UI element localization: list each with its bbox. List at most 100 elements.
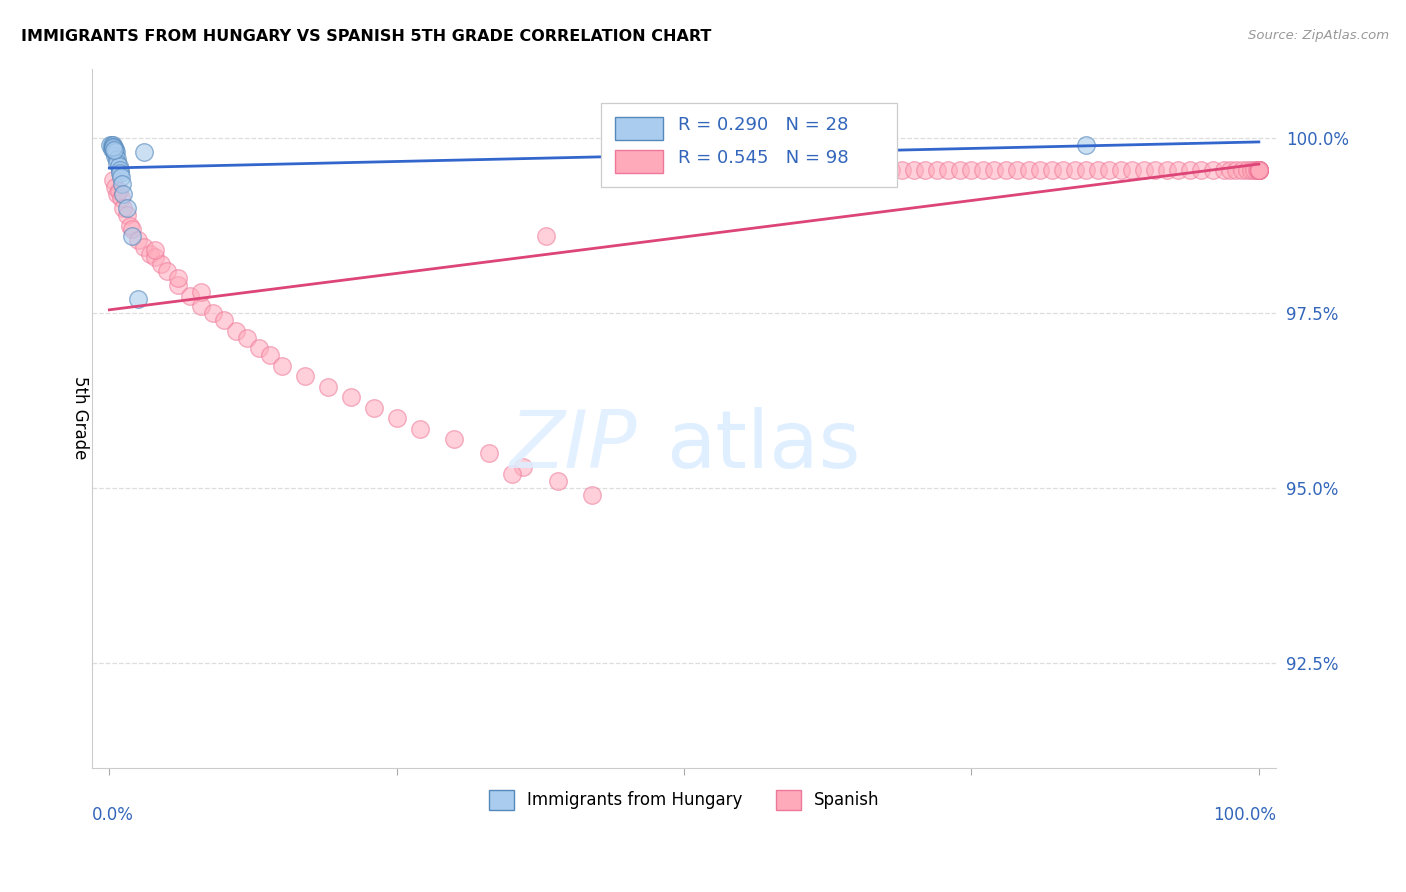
- Point: [107, 184, 129, 198]
- Point: [787, 162, 810, 177]
- Point: [107, 160, 129, 174]
- Point: [478, 446, 501, 460]
- Point: [110, 191, 132, 205]
- Point: [103, 144, 125, 158]
- Point: [127, 233, 149, 247]
- Y-axis label: 5th Grade: 5th Grade: [72, 376, 89, 459]
- Legend: Immigrants from Hungary, Spanish: Immigrants from Hungary, Spanish: [482, 783, 886, 817]
- Point: [104, 142, 127, 156]
- Text: ZIP: ZIP: [509, 407, 637, 485]
- Point: [1076, 162, 1098, 177]
- Point: [834, 162, 856, 177]
- Point: [121, 222, 143, 236]
- Point: [103, 143, 125, 157]
- Point: [1225, 162, 1247, 177]
- Point: [190, 299, 212, 313]
- Point: [104, 180, 127, 194]
- Point: [108, 162, 131, 177]
- Point: [101, 140, 124, 154]
- Bar: [602, 103, 897, 187]
- Point: [121, 229, 143, 244]
- Point: [1247, 162, 1270, 177]
- Point: [1236, 162, 1258, 177]
- Text: 100.0%: 100.0%: [1213, 806, 1277, 824]
- Point: [1156, 162, 1178, 177]
- Point: [236, 331, 259, 345]
- Point: [1202, 162, 1225, 177]
- Point: [1087, 162, 1109, 177]
- Point: [1167, 162, 1189, 177]
- Point: [1052, 162, 1074, 177]
- Point: [167, 278, 190, 293]
- Point: [685, 162, 707, 177]
- Point: [132, 145, 155, 160]
- Point: [914, 162, 936, 177]
- Point: [1219, 162, 1241, 177]
- Point: [1247, 162, 1270, 177]
- Point: [1247, 162, 1270, 177]
- Point: [443, 432, 465, 446]
- Point: [179, 289, 201, 303]
- Point: [787, 138, 810, 153]
- Point: [101, 173, 124, 187]
- Point: [143, 244, 166, 258]
- Point: [994, 162, 1017, 177]
- Point: [1189, 162, 1212, 177]
- Point: [845, 162, 868, 177]
- Point: [225, 324, 247, 338]
- Point: [201, 306, 224, 320]
- Point: [118, 219, 141, 233]
- Point: [925, 162, 948, 177]
- Point: [294, 369, 316, 384]
- Point: [339, 390, 361, 404]
- Point: [1240, 162, 1263, 177]
- Point: [581, 488, 603, 502]
- Point: [1247, 162, 1270, 177]
- Point: [730, 162, 752, 177]
- Point: [138, 247, 160, 261]
- Point: [100, 142, 122, 156]
- Point: [103, 142, 125, 156]
- Point: [1213, 162, 1236, 177]
- Point: [938, 162, 960, 177]
- Point: [1098, 162, 1121, 177]
- Point: [214, 313, 236, 327]
- Point: [1109, 162, 1132, 177]
- Point: [111, 177, 134, 191]
- Point: [104, 145, 127, 160]
- Point: [983, 162, 1005, 177]
- Point: [880, 162, 903, 177]
- Point: [501, 467, 523, 481]
- Text: R = 0.290   N = 28: R = 0.290 N = 28: [678, 116, 849, 134]
- Point: [108, 166, 131, 180]
- Point: [105, 187, 128, 202]
- Point: [903, 162, 925, 177]
- Point: [949, 162, 972, 177]
- Point: [156, 264, 179, 278]
- Point: [132, 240, 155, 254]
- Point: [101, 141, 124, 155]
- Point: [1144, 162, 1167, 177]
- Point: [1243, 162, 1265, 177]
- Point: [1247, 162, 1270, 177]
- Point: [105, 153, 128, 167]
- Point: [972, 162, 994, 177]
- Text: 0.0%: 0.0%: [91, 806, 134, 824]
- Point: [316, 379, 339, 393]
- Point: [143, 250, 166, 264]
- Point: [1247, 162, 1270, 177]
- Point: [1247, 162, 1270, 177]
- Point: [101, 140, 124, 154]
- Point: [1121, 162, 1143, 177]
- Point: [167, 271, 190, 285]
- Point: [512, 460, 534, 475]
- Bar: [616, 117, 662, 140]
- Point: [150, 257, 173, 271]
- Point: [1247, 162, 1270, 177]
- Point: [1247, 162, 1270, 177]
- Point: [385, 411, 408, 425]
- Point: [104, 149, 127, 163]
- Point: [1064, 162, 1087, 177]
- Point: [259, 348, 281, 362]
- Point: [363, 401, 385, 415]
